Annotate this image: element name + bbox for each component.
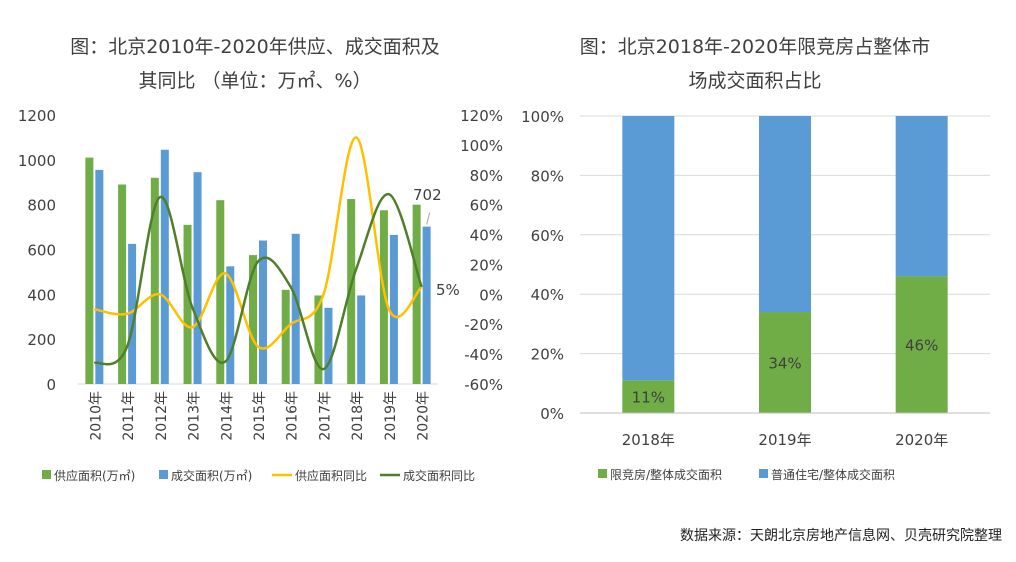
x-tick-label: 2017年 <box>317 391 333 441</box>
chart1-title-line2: 其同比 （单位：万㎡、%） <box>138 70 372 92</box>
x-tick-label: 2016年 <box>285 391 301 441</box>
x-tick-label: 2012年 <box>154 391 170 441</box>
transaction-yoy-line <box>93 192 423 371</box>
transaction-bar <box>259 240 267 384</box>
restricted-price-share-chart: 0% 20% 40% 60% 80% 100% 11% 2018年 34% 2019年 46% 202… <box>521 108 990 482</box>
y-right-tick-label: 80% <box>470 167 503 185</box>
annotation-702: 702 <box>413 186 442 204</box>
transaction-bar <box>422 226 431 384</box>
supply-transaction-chart: 0 200 400 600 800 1000 1200 -60% -40% -20% 0% 20% 40… <box>18 107 503 483</box>
x-tick-label: 2011年 <box>121 391 137 441</box>
transaction-bar <box>226 266 235 384</box>
transaction-bar <box>357 295 366 384</box>
x-tick-label: 2018年 <box>350 391 366 441</box>
chart2-title-line1: 图：北京2018年-2020年限竞房占整体市 <box>579 36 931 58</box>
y-right-tick-label: 0% <box>479 286 503 304</box>
annotation-5pct: 5% <box>436 281 460 299</box>
legend-label: 普通住宅/整体成交面积 <box>771 467 895 482</box>
data-label: 11% <box>632 389 665 407</box>
y-right-tick-label: 120% <box>460 107 503 125</box>
y-left-tick-label: 200 <box>27 331 56 349</box>
supply-bar <box>216 200 225 384</box>
chart1-title-line1: 图：北京2010年-2020年供应、成交面积及 <box>70 36 440 58</box>
supply-bar <box>379 210 388 384</box>
legend-label: 成交面积同比 <box>403 468 475 483</box>
y-tick-label: 40% <box>531 286 564 304</box>
y-right-tick-label: -60% <box>464 376 503 394</box>
y-right-tick-label: -20% <box>464 316 503 334</box>
x-tick-label: 2018年 <box>622 431 675 449</box>
y-right-tick-label: 40% <box>470 227 503 245</box>
y-left-tick-label: 600 <box>27 242 56 260</box>
restricted-price-bar-segment <box>622 380 675 413</box>
x-tick-label: 2013年 <box>187 391 203 441</box>
y-tick-label: 80% <box>531 167 564 185</box>
chart2-title: 图：北京2018年-2020年限竞房占整体市 场成交面积占比 <box>540 30 970 98</box>
legend-swatch <box>598 469 607 478</box>
supply-bar <box>150 177 159 384</box>
y-left-tick-label: 1000 <box>18 152 56 170</box>
x-tick-label: 2014年 <box>219 391 235 441</box>
y-right-tick-label: 60% <box>470 197 503 215</box>
supply-bar <box>118 184 127 384</box>
ordinary-housing-bar-segment <box>759 116 811 313</box>
data-label: 46% <box>905 337 938 355</box>
legend-label: 供应面积同比 <box>295 468 367 483</box>
x-tick-label: 2010年 <box>88 391 104 441</box>
supply-bar <box>314 295 323 384</box>
ordinary-housing-bar-segment <box>622 116 675 381</box>
y-tick-label: 20% <box>531 346 564 364</box>
supply-bar <box>249 255 257 384</box>
y-tick-label: 0% <box>540 405 564 423</box>
transaction-bar <box>324 307 333 384</box>
legend-label: 供应面积(万㎡) <box>54 468 135 483</box>
restricted-price-bar-segment <box>759 312 811 413</box>
y-right-tick-label: -40% <box>464 346 503 364</box>
x-tick-label: 2015年 <box>252 391 268 441</box>
chart2-title-line2: 场成交面积占比 <box>688 70 822 92</box>
annotation-leader <box>426 212 431 225</box>
chart1-title: 图：北京2010年-2020年供应、成交面积及 其同比 （单位：万㎡、%） <box>40 30 470 98</box>
transaction-bar <box>95 169 104 384</box>
y-right-tick-label: 20% <box>470 256 503 274</box>
x-tick-label: 2020年 <box>895 431 948 449</box>
x-tick-label: 2020年 <box>416 391 432 441</box>
transaction-bar <box>160 149 169 384</box>
transaction-bar <box>389 234 398 384</box>
ordinary-housing-bar-segment <box>895 116 948 277</box>
y-tick-label: 100% <box>521 108 564 126</box>
legend-swatch <box>42 470 51 479</box>
x-tick-label: 2019年 <box>383 391 399 441</box>
transaction-bar <box>193 172 202 384</box>
data-source: 数据来源：天朗北京房地产信息网、贝壳研究院整理 <box>680 528 1002 544</box>
supply-bar <box>85 157 94 384</box>
y-tick-label: 60% <box>531 227 564 245</box>
y-left-tick-label: 800 <box>27 197 56 215</box>
x-tick-label: 2019年 <box>758 431 811 449</box>
y-left-tick-label: 400 <box>27 286 56 304</box>
supply-bar <box>347 199 356 384</box>
legend-label: 成交面积(万㎡) <box>171 468 252 483</box>
supply-bar <box>183 224 192 384</box>
data-label: 34% <box>768 355 801 373</box>
transaction-bar <box>128 243 137 384</box>
transaction-bar <box>291 233 300 384</box>
legend-swatch <box>759 469 768 478</box>
y-left-tick-label: 0 <box>46 376 56 394</box>
supply-bar <box>281 289 290 384</box>
legend-swatch <box>159 470 168 479</box>
y-right-tick-label: 100% <box>460 137 503 155</box>
restricted-price-bar-segment <box>895 276 948 413</box>
supply-yoy-line <box>94 136 423 350</box>
y-left-tick-label: 1200 <box>18 107 56 125</box>
legend-label: 限竞房/整体成交面积 <box>610 467 722 482</box>
